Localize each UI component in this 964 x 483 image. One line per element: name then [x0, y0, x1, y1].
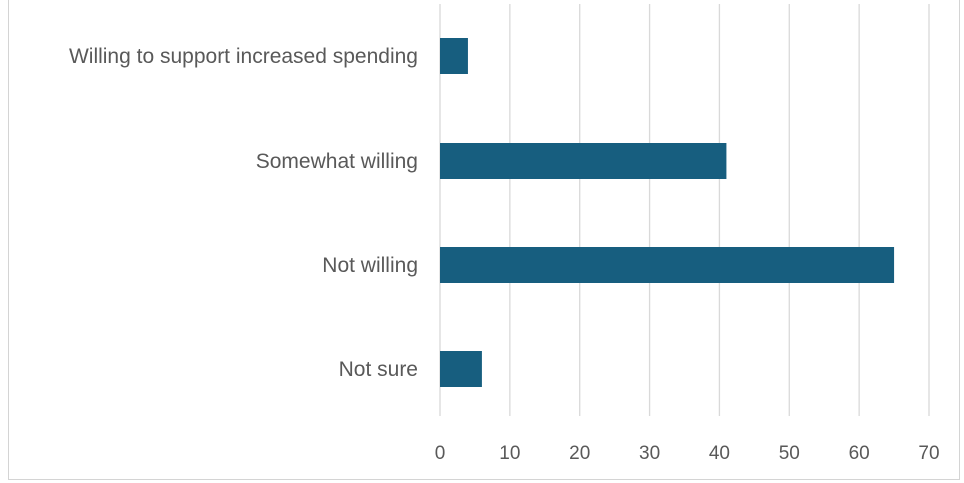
category-label: Willing to support increased spending	[69, 45, 418, 68]
x-tick-label: 20	[569, 443, 590, 464]
x-axis-tick-labels: 0 10 20 30 40 50 60 70	[435, 443, 940, 464]
x-tick-label: 30	[639, 443, 660, 464]
bar	[440, 247, 895, 283]
category-label: Not sure	[339, 358, 418, 381]
bar	[440, 38, 468, 74]
x-tick-label: 10	[499, 443, 520, 464]
gridlines	[439, 4, 930, 416]
x-tick-label: 0	[435, 443, 446, 464]
x-tick-label: 70	[918, 443, 939, 464]
bar-chart: Willing to support increased spending Som…	[69, 4, 940, 464]
chart-frame: Willing to support increased spending Som…	[8, 0, 960, 480]
x-tick-label: 50	[779, 443, 800, 464]
category-label: Somewhat willing	[256, 150, 418, 173]
bar	[440, 351, 482, 387]
category-label: Not willing	[322, 254, 418, 277]
bar	[440, 143, 727, 179]
category-labels: Willing to support increased spending Som…	[69, 45, 418, 381]
x-tick-label: 40	[709, 443, 730, 464]
x-tick-label: 60	[849, 443, 870, 464]
bars	[440, 38, 895, 387]
